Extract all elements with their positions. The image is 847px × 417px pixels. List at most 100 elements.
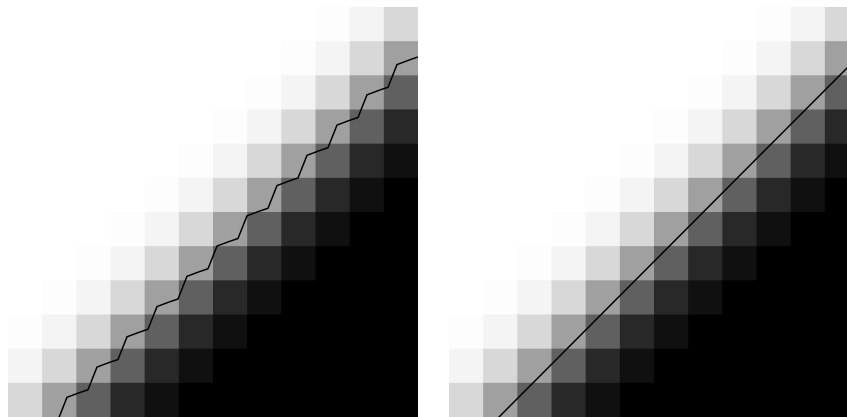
pixel [619,246,655,281]
pixel [517,75,552,110]
pixel [247,348,282,384]
pixel [178,109,214,145]
pixel [688,246,723,281]
pixel [383,143,418,179]
pixel [110,109,146,145]
pixel [756,177,792,213]
pixel [213,280,248,315]
pixel [722,246,757,281]
pixel [315,75,351,110]
pixel [517,41,552,76]
pixel [790,314,826,350]
pixel [247,7,282,42]
pixel [281,348,316,384]
pixel [247,314,282,350]
pixel [383,314,418,350]
pixel [824,382,847,417]
pixel [42,280,77,315]
pixel [213,109,248,145]
pixel [383,7,418,42]
pixel [483,41,518,76]
pixel [654,280,689,315]
pixel [349,75,385,110]
pixel [619,314,655,350]
pixel [42,75,77,110]
pixel [619,143,655,179]
pixel [483,314,518,350]
pixel [76,41,111,76]
pixel [722,109,757,145]
pixel [144,314,180,350]
pixel [8,212,43,247]
pixel [247,212,282,247]
pixel [281,246,316,281]
pixel [449,348,484,384]
pixel [449,382,484,417]
pixel [315,109,351,145]
pixel [315,246,351,281]
pixel [178,348,214,384]
pixel [756,246,792,281]
pixel [42,41,77,76]
pixel [756,212,792,247]
pixel [619,348,655,384]
pixel [76,109,111,145]
pixel [8,314,43,350]
pixel [654,314,689,350]
pixel [551,41,587,76]
pixel [551,109,587,145]
pixel [483,348,518,384]
pixel [449,212,484,247]
pixel [688,7,723,42]
pixel [585,143,621,179]
pixel [517,280,552,315]
pixel [756,7,792,42]
pixel [688,109,723,145]
pixel [8,382,43,417]
pixel [688,212,723,247]
pixel [178,143,214,179]
pixel [315,382,351,417]
pixel [790,212,826,247]
pixel [551,348,587,384]
pixel [281,75,316,110]
pixel [654,7,689,42]
pixel [383,382,418,417]
pixel [790,246,826,281]
pixel [722,177,757,213]
pixel [281,41,316,76]
pixel [483,246,518,281]
pixel [178,177,214,213]
pixel [688,143,723,179]
pixel [213,143,248,179]
pixel [824,314,847,350]
pixel [790,280,826,315]
pixel [76,280,111,315]
pixel [585,7,621,42]
pixel [247,246,282,281]
pixel [110,41,146,76]
pixel [42,7,77,42]
pixel [42,143,77,179]
pixel [349,382,385,417]
pixel [8,246,43,281]
pixel [281,212,316,247]
pixel [42,177,77,213]
pixel [654,246,689,281]
pixel [756,75,792,110]
pixel [688,280,723,315]
pixel [383,75,418,110]
pixel [8,109,43,145]
pixel [824,109,847,145]
pixel [42,246,77,281]
pixel [824,75,847,110]
pixel [247,177,282,213]
pixel [315,143,351,179]
pixel [790,143,826,179]
pixel [281,314,316,350]
pixel [688,382,723,417]
pixel [517,382,552,417]
pixel [790,109,826,145]
pixel [585,41,621,76]
